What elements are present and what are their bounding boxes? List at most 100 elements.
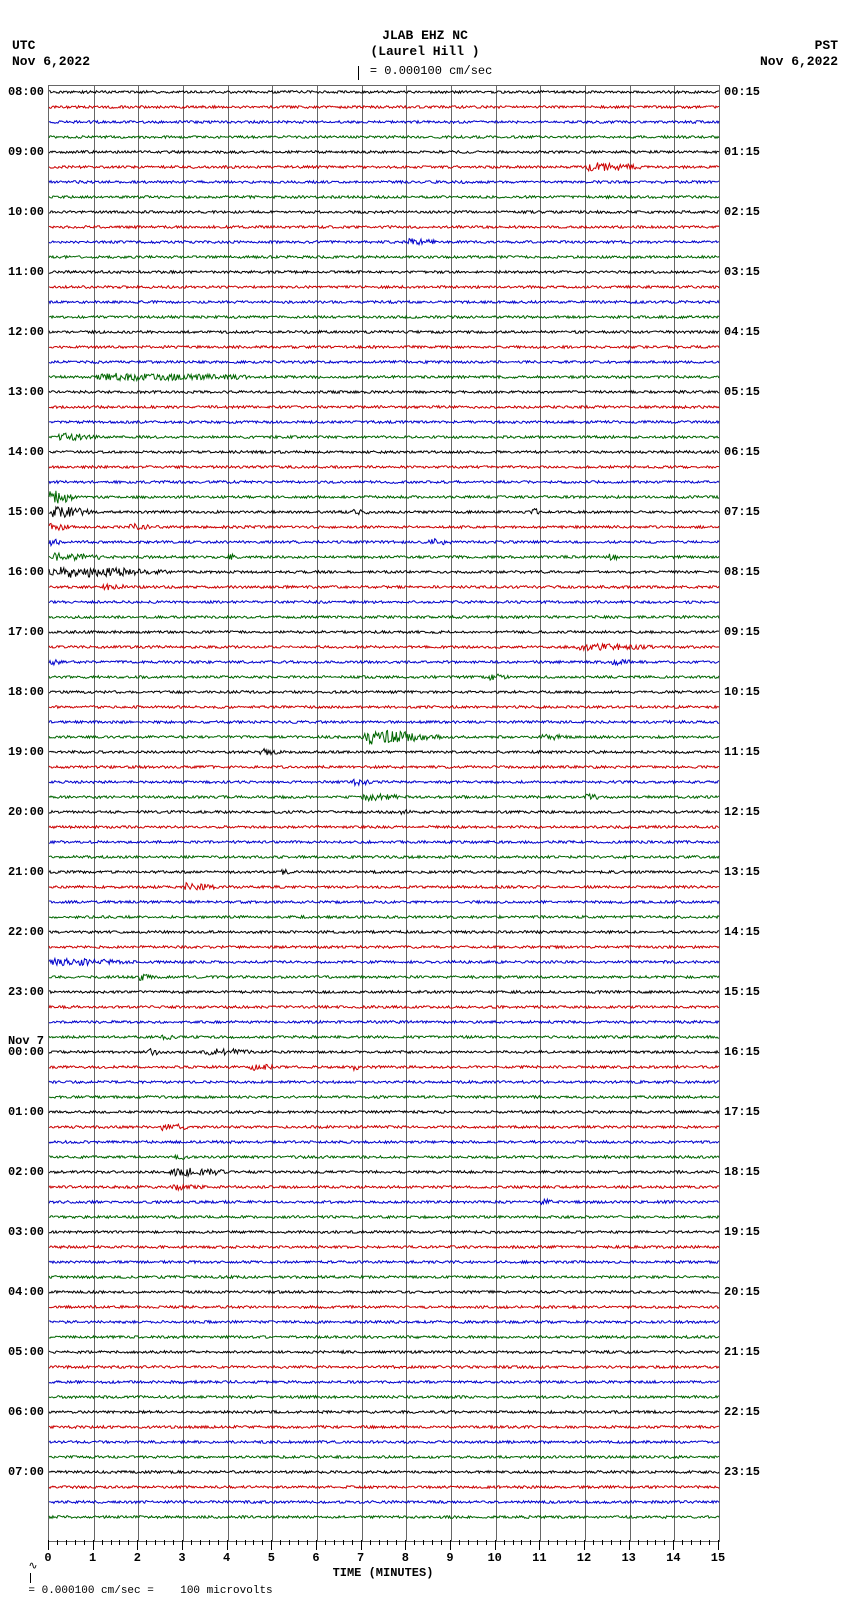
x-tick-label: 14 — [666, 1551, 680, 1565]
x-tick-minor — [504, 1540, 505, 1545]
seismic-trace — [49, 572, 719, 573]
x-tick-label: 11 — [532, 1551, 546, 1565]
seismic-trace — [49, 212, 719, 213]
x-tick-minor — [647, 1540, 648, 1545]
x-tick-minor — [128, 1540, 129, 1545]
right-time-label: 08:15 — [724, 565, 760, 579]
x-tick-minor — [396, 1540, 397, 1545]
x-tick-minor — [664, 1540, 665, 1545]
seismic-trace — [49, 1292, 719, 1293]
x-tick-minor — [459, 1540, 460, 1545]
x-tick-minor — [146, 1540, 147, 1545]
seismic-trace — [49, 1367, 719, 1368]
x-tick-label: 12 — [577, 1551, 591, 1565]
x-tick-minor — [414, 1540, 415, 1545]
seismic-trace — [49, 362, 719, 363]
x-tick-label: 13 — [621, 1551, 635, 1565]
x-tick-minor — [548, 1540, 549, 1545]
left-time-label: 08:00 — [8, 85, 44, 99]
seismic-trace — [49, 437, 719, 438]
left-time-label: 07:00 — [8, 1465, 44, 1479]
x-tick-minor — [253, 1540, 254, 1545]
left-time-label: 20:00 — [8, 805, 44, 819]
seismic-trace — [49, 797, 719, 798]
title-block: JLAB EHZ NC (Laurel Hill ) — [0, 28, 850, 59]
seismic-trace — [49, 1157, 719, 1158]
seismic-trace — [49, 257, 719, 258]
left-time-label: 09:00 — [8, 145, 44, 159]
seismic-trace — [49, 932, 719, 933]
seismic-trace — [49, 737, 719, 738]
left-time-label: 15:00 — [8, 505, 44, 519]
right-time-label: 04:15 — [724, 325, 760, 339]
seismic-trace — [49, 1247, 719, 1248]
seismic-trace — [49, 722, 719, 723]
x-tick-minor — [57, 1540, 58, 1545]
seismic-trace — [49, 617, 719, 618]
x-tick-major — [584, 1540, 585, 1550]
x-tick-minor — [691, 1540, 692, 1545]
x-tick-major — [718, 1540, 719, 1550]
x-tick-minor — [111, 1540, 112, 1545]
x-tick-minor — [486, 1540, 487, 1545]
seismic-trace — [49, 422, 719, 423]
seismic-trace — [49, 677, 719, 678]
left-time-label: 04:00 — [8, 1285, 44, 1299]
x-tick-major — [539, 1540, 540, 1550]
seismic-trace — [49, 512, 719, 513]
x-tick-major — [629, 1540, 630, 1550]
x-tick-minor — [423, 1540, 424, 1545]
seismic-trace — [49, 482, 719, 483]
x-tick-minor — [307, 1540, 308, 1545]
x-tick-minor — [387, 1540, 388, 1545]
x-tick-major — [405, 1540, 406, 1550]
seismic-trace — [49, 542, 719, 543]
left-time-label: 16:00 — [8, 565, 44, 579]
x-tick-minor — [200, 1540, 201, 1545]
right-time-label: 13:15 — [724, 865, 760, 879]
seismic-trace — [49, 92, 719, 93]
right-time-label: 19:15 — [724, 1225, 760, 1239]
x-tick-minor — [262, 1540, 263, 1545]
seismic-trace — [49, 1277, 719, 1278]
seismic-trace — [49, 347, 719, 348]
seismic-trace — [49, 1217, 719, 1218]
right-time-label: 06:15 — [724, 445, 760, 459]
seismic-trace — [49, 752, 719, 753]
seismic-trace — [49, 527, 719, 528]
seismic-trace — [49, 917, 719, 918]
x-tick-label: 6 — [312, 1551, 319, 1565]
scale-indicator: = 0.000100 cm/sec — [0, 64, 850, 78]
x-tick-minor — [209, 1540, 210, 1545]
x-tick-minor — [379, 1540, 380, 1545]
seismic-trace — [49, 1142, 719, 1143]
seismic-trace — [49, 1187, 719, 1188]
left-time-label: 13:00 — [8, 385, 44, 399]
seismic-trace — [49, 1352, 719, 1353]
seismic-trace — [49, 1307, 719, 1308]
seismic-trace — [49, 767, 719, 768]
x-tick-minor — [236, 1540, 237, 1545]
x-tick-label: 9 — [446, 1551, 453, 1565]
seismic-trace — [49, 557, 719, 558]
seismic-trace — [49, 1202, 719, 1203]
seismic-trace — [49, 977, 719, 978]
seismic-trace — [49, 1397, 719, 1398]
seismic-trace — [49, 122, 719, 123]
seismic-trace — [49, 1472, 719, 1473]
left-time-label: 02:00 — [8, 1165, 44, 1179]
right-time-label: 09:15 — [724, 625, 760, 639]
seismic-trace — [49, 242, 719, 243]
seismic-trace — [49, 1232, 719, 1233]
right-time-label: 14:15 — [724, 925, 760, 939]
seismic-trace — [49, 182, 719, 183]
seismic-trace — [49, 1427, 719, 1428]
x-tick-minor — [682, 1540, 683, 1545]
footer-text: = 0.000100 cm/sec = 100 microvolts — [28, 1585, 272, 1597]
x-tick-minor — [468, 1540, 469, 1545]
x-tick-minor — [441, 1540, 442, 1545]
seismic-trace — [49, 497, 719, 498]
seismic-trace — [49, 167, 719, 168]
right-time-label: 17:15 — [724, 1105, 760, 1119]
seismic-trace — [49, 407, 719, 408]
